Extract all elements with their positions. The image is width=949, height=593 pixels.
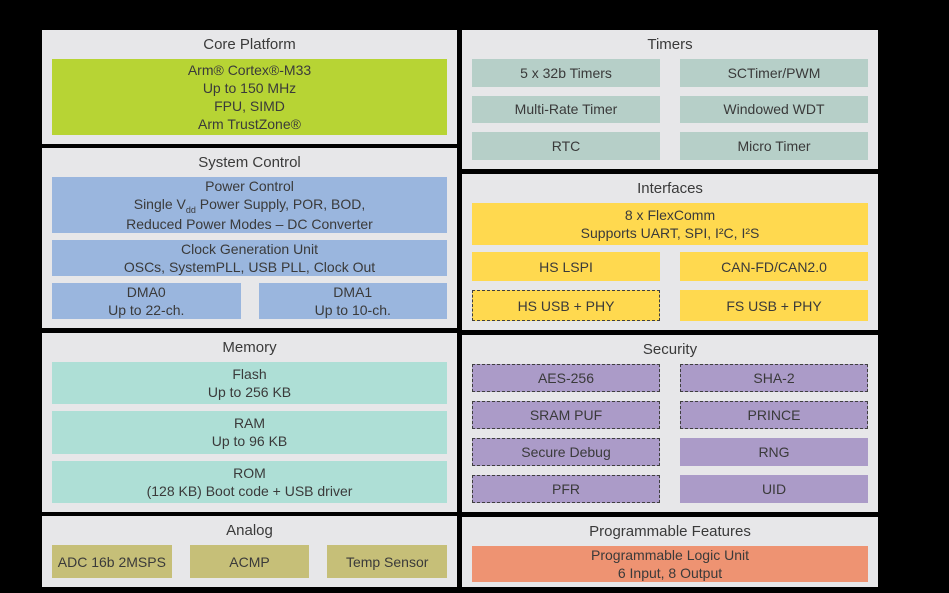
block-dma0: DMA0 Up to 22-ch.	[52, 282, 241, 320]
block-can-fd: CAN-FD/CAN2.0	[680, 252, 868, 281]
block-hs-usb-phy: HS USB + PHY	[472, 290, 660, 321]
block-sctimer-pwm: SCTimer/PWM	[680, 59, 868, 87]
block-prince: PRINCE	[680, 401, 868, 429]
core-platform-panel: Core Platform Arm® Cortex®-M33 Up to 150…	[42, 30, 457, 144]
block-micro-timer: Micro Timer	[680, 132, 868, 160]
block-arm-cortex-m33: Arm® Cortex®-M33 Up to 150 MHz FPU, SIMD…	[52, 59, 447, 135]
block-windowed-wdt: Windowed WDT	[680, 95, 868, 124]
block-dma1: DMA1 Up to 10-ch.	[258, 282, 447, 320]
core-line: Up to 150 MHz	[202, 80, 297, 96]
block-secure-debug: Secure Debug	[472, 438, 660, 466]
block-rng: RNG	[680, 438, 868, 466]
block-flash: Flash Up to 256 KB	[52, 362, 447, 405]
block-rom: ROM (128 KB) Boot code + USB driver	[52, 460, 447, 503]
block-ram: RAM Up to 96 KB	[52, 411, 447, 454]
analog-panel: Analog ADC 16b 2MSPS ACMP Temp Sensor	[42, 516, 457, 587]
block-sha-2: SHA-2	[680, 364, 868, 392]
memory-title: Memory	[222, 339, 277, 356]
analog-title: Analog	[226, 522, 273, 539]
block-multi-rate-timer: Multi-Rate Timer	[472, 95, 660, 124]
power-control-line: Reduced Power Modes – DC Converter	[126, 215, 373, 232]
core-line: Arm TrustZone®	[198, 116, 301, 132]
block-temp-sensor: Temp Sensor	[327, 545, 448, 578]
block-uid: UID	[680, 475, 868, 503]
security-title: Security	[642, 341, 698, 358]
core-line: Arm® Cortex®-M33	[187, 62, 312, 78]
block-hs-lspi: HS LSPI	[472, 252, 660, 281]
memory-panel: Memory Flash Up to 256 KB RAM Up to 96 K…	[42, 333, 457, 512]
block-flexcomm: 8 x FlexComm Supports UART, SPI, I²C, I²…	[472, 203, 868, 245]
block-sram-puf: SRAM PUF	[472, 401, 660, 429]
system-control-panel: System Control Power Control Single Vdd …	[42, 148, 457, 328]
block-pfr: PFR	[472, 475, 660, 503]
block-rtc: RTC	[472, 132, 660, 160]
system-control-title: System Control	[198, 154, 301, 171]
power-control-line: Single Vdd Power Supply, POR, BOD,	[133, 196, 366, 215]
clock-gen-line: Clock Generation Unit	[181, 240, 318, 257]
programmable-features-title: Programmable Features	[589, 523, 751, 540]
programmable-features-panel: Programmable Features Programmable Logic…	[462, 517, 878, 587]
power-control-line: Power Control	[205, 178, 294, 194]
block-fs-usb-phy: FS USB + PHY	[680, 290, 868, 321]
interfaces-title: Interfaces	[637, 180, 703, 197]
block-power-control: Power Control Single Vdd Power Supply, P…	[52, 177, 447, 233]
interfaces-panel: Interfaces 8 x FlexComm Supports UART, S…	[462, 174, 878, 330]
block-5x32b-timers: 5 x 32b Timers	[472, 59, 660, 87]
block-clock-generation: Clock Generation Unit OSCs, SystemPLL, U…	[52, 239, 447, 276]
security-panel: Security AES-256 SHA-2 SRAM PUF PRINCE S…	[462, 335, 878, 512]
clock-gen-line: OSCs, SystemPLL, USB PLL, Clock Out	[123, 258, 376, 275]
core-platform-title: Core Platform	[203, 36, 296, 53]
core-line: FPU, SIMD	[214, 98, 285, 114]
timers-panel: Timers 5 x 32b Timers SCTimer/PWM Multi-…	[462, 30, 878, 169]
timers-title: Timers	[647, 36, 693, 53]
block-adc: ADC 16b 2MSPS	[52, 545, 172, 578]
block-aes-256: AES-256	[472, 364, 660, 392]
block-programmable-logic-unit: Programmable Logic Unit 6 Input, 8 Outpu…	[472, 546, 868, 582]
block-acmp: ACMP	[189, 545, 310, 578]
